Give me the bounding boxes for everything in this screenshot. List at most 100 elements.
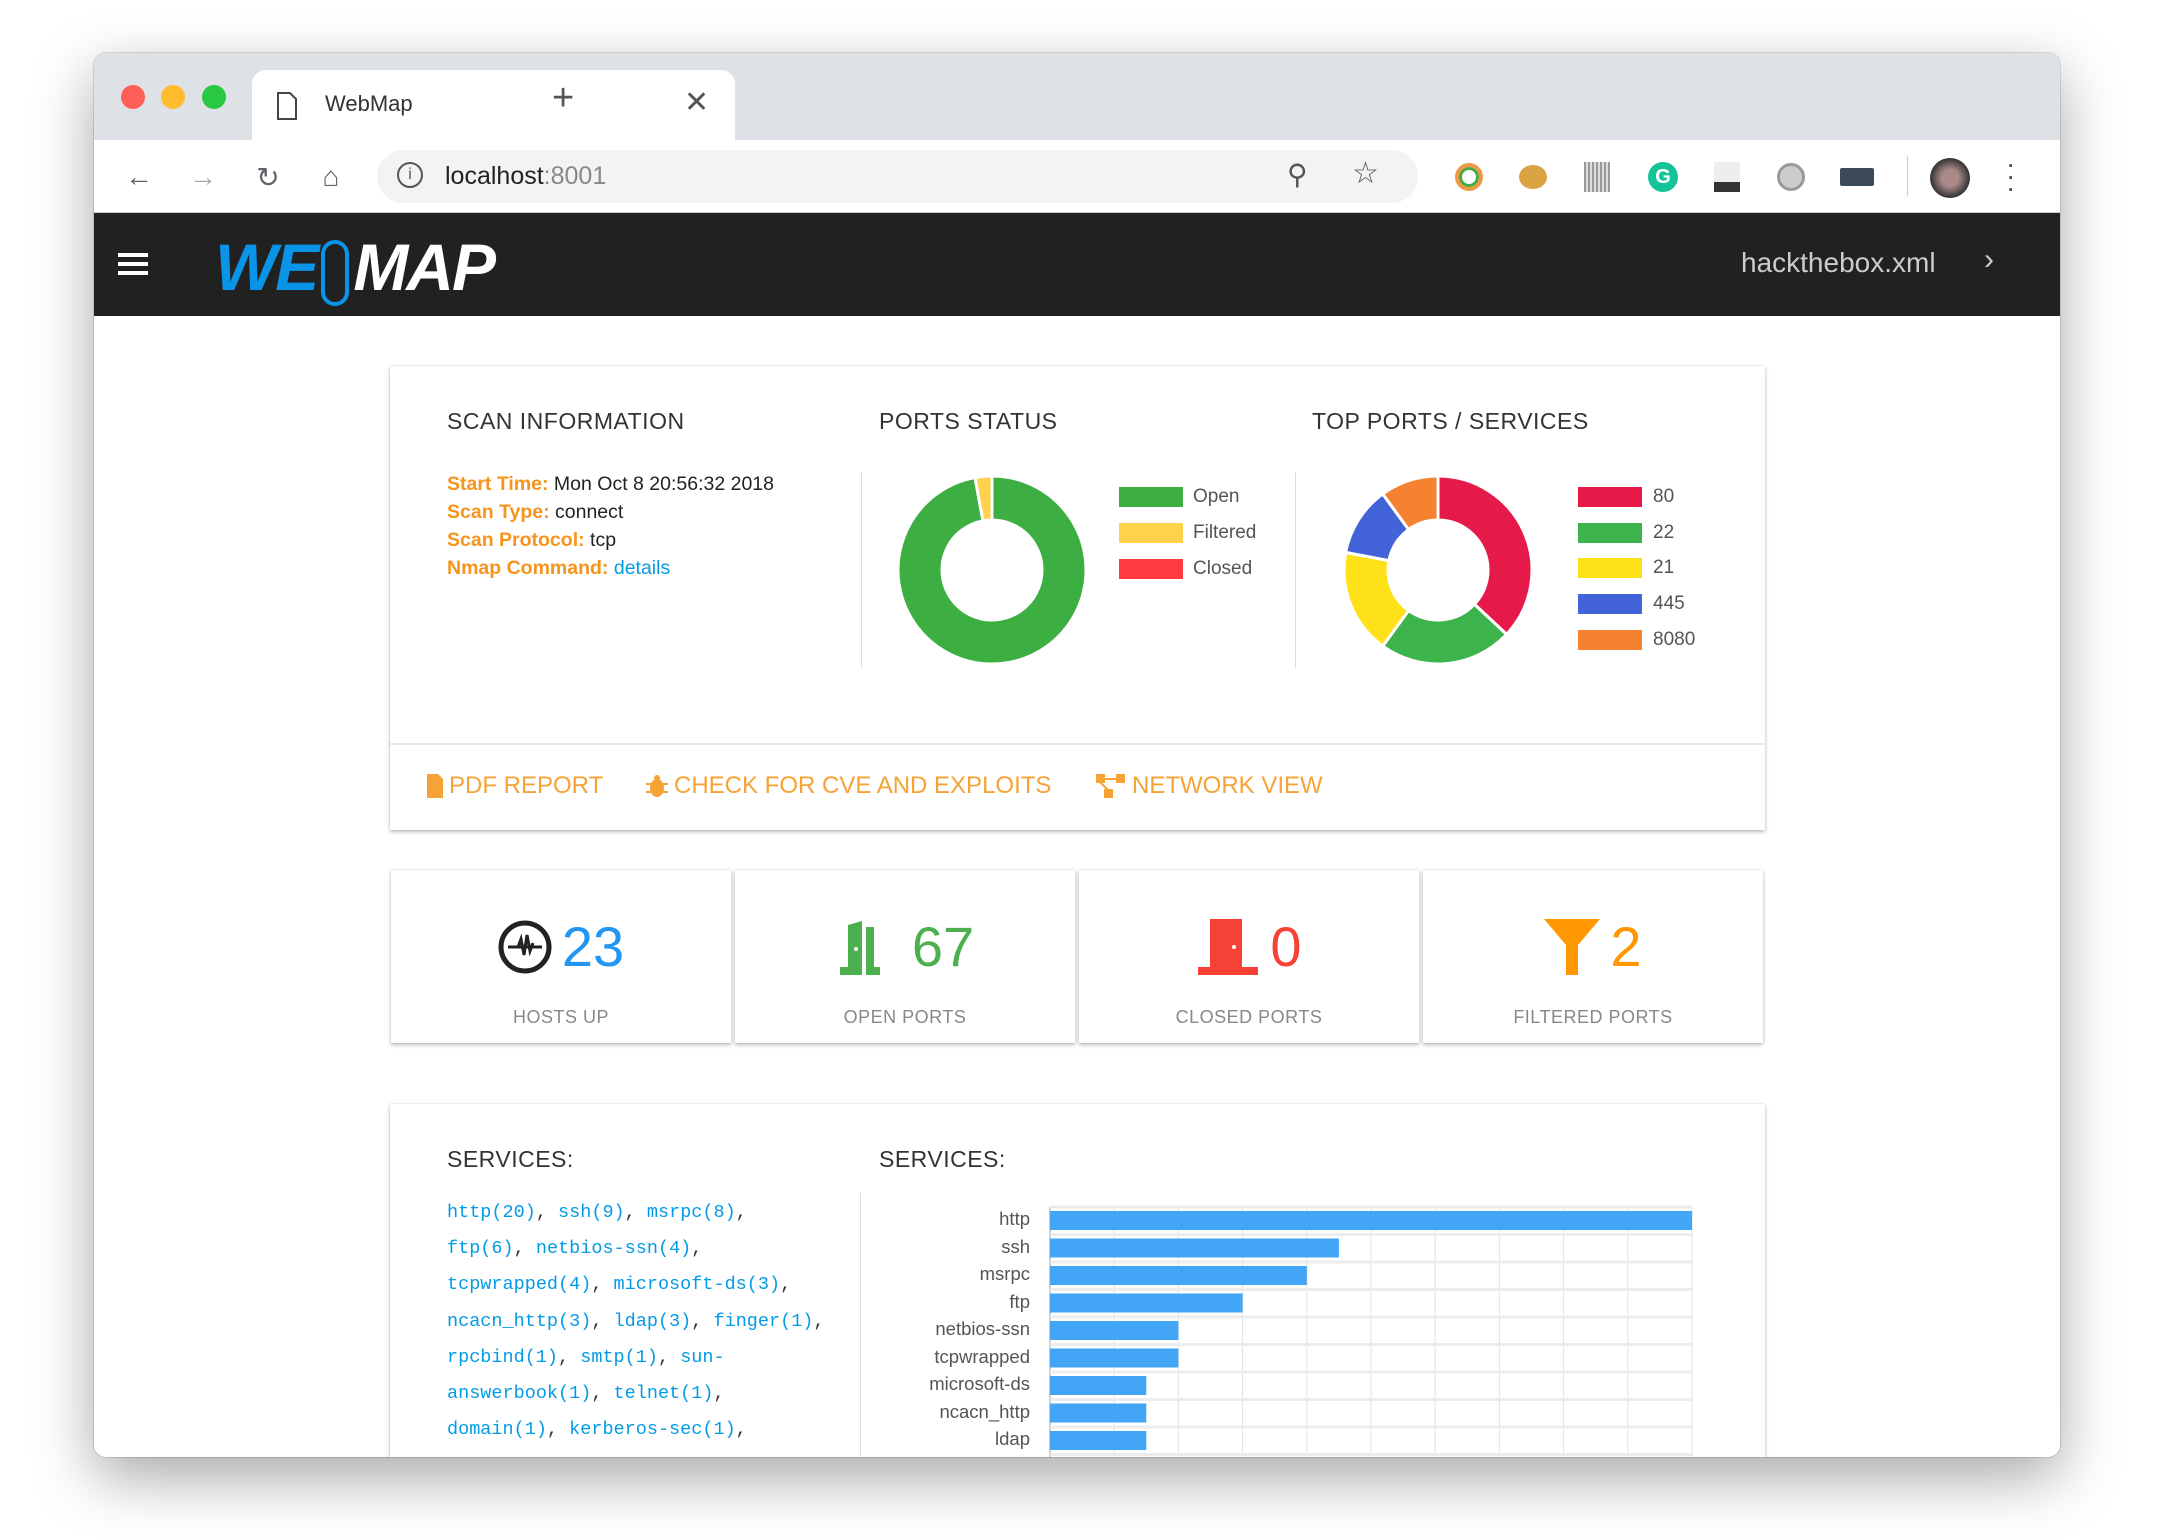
home-icon[interactable]: ⌂ [322, 161, 340, 192]
extension-icon-1[interactable] [1455, 163, 1483, 191]
service-link[interactable]: tcpwrapped(4) [447, 1274, 592, 1296]
check-cve-button[interactable]: CHECK FOR CVE AND EXPLOITS [646, 772, 1051, 800]
services-line: tcpwrapped(4), microsoft-ds(3), [447, 1274, 792, 1296]
start-time: Start Time: Mon Oct 8 20:56:32 2018 [447, 473, 774, 495]
divider [860, 1193, 861, 1457]
donut-slice-filtered[interactable] [973, 474, 994, 523]
bookmark-star-icon[interactable]: ☆ [1352, 157, 1379, 190]
open-ports-value: 67 [911, 915, 975, 978]
filtered-ports-card[interactable]: 2 FILTERED PORTS [1423, 870, 1763, 1043]
extension-icon-circle[interactable] [1777, 163, 1805, 191]
forward-icon[interactable]: → [189, 161, 217, 192]
services-line: ftp(6), netbios-ssn(4), [447, 1238, 703, 1260]
pdf-report-button[interactable]: PDF REPORT [427, 772, 603, 800]
service-link[interactable]: rpcbind(1) [447, 1346, 559, 1368]
bar-ssh[interactable] [1050, 1238, 1339, 1258]
service-link[interactable]: ldap(3) [613, 1310, 692, 1332]
donut-slice-open[interactable] [896, 474, 1088, 666]
mask-extension-icon[interactable] [1714, 162, 1740, 192]
bar-ldap[interactable] [1050, 1431, 1147, 1450]
top-ports-title: TOP PORTS / SERVICES [1312, 408, 1589, 434]
cookie-extension-icon[interactable] [1519, 165, 1547, 189]
maximize-window-button[interactable] [202, 85, 226, 109]
legend-label[interactable]: Open [1193, 486, 1240, 507]
browser-menu-icon[interactable]: · · · [2006, 148, 2016, 203]
service-link[interactable]: finger(1) [713, 1310, 814, 1332]
legend-swatch[interactable] [1119, 559, 1183, 579]
legend-label[interactable]: 21 [1653, 557, 1675, 579]
legend-label[interactable]: 22 [1653, 521, 1675, 543]
open-ports-card[interactable]: 67 OPEN PORTS [735, 870, 1075, 1043]
network-view-button[interactable]: NETWORK VIEW [1096, 772, 1323, 800]
minimize-window-button[interactable] [161, 85, 185, 109]
radar-icon [498, 920, 552, 973]
hosts-up-card[interactable]: 23 HOSTS UP [391, 870, 731, 1043]
back-icon[interactable]: ← [125, 161, 153, 192]
network-icon [1096, 774, 1125, 798]
donut-slice-80[interactable] [1436, 474, 1534, 637]
service-link[interactable]: kerberos-sec(1) [569, 1419, 736, 1441]
legend-swatch[interactable] [1578, 629, 1642, 650]
bar-netbios-ssn[interactable] [1050, 1321, 1179, 1340]
webmap-logo[interactable]: WE MAP [215, 230, 496, 306]
profile-avatar[interactable] [1930, 158, 1970, 198]
zoom-icon[interactable]: ⚲ [1287, 159, 1308, 190]
reload-icon[interactable]: ↻ [256, 161, 280, 193]
bar-http[interactable] [1050, 1211, 1692, 1230]
legend-label[interactable]: 80 [1653, 486, 1675, 507]
open-ports-label: OPEN PORTS [843, 1007, 967, 1027]
app-header: WE MAP hackthebox.xml › [94, 213, 2060, 316]
close-tab-icon[interactable]: ✕ [684, 86, 710, 119]
legend-swatch[interactable] [1578, 594, 1642, 615]
video-camera-icon[interactable] [1840, 168, 1874, 186]
service-link[interactable]: smtp(1) [580, 1346, 658, 1368]
address-bar[interactable]: i localhost:8001 ⚲ ☆ [377, 150, 1418, 203]
nmap-details-link[interactable]: details [613, 557, 671, 579]
bar-microsoft-ds[interactable] [1050, 1376, 1147, 1395]
bar-tcpwrapped[interactable] [1050, 1348, 1179, 1368]
tab-webmap[interactable]: WebMap ✕ [252, 70, 735, 140]
service-link[interactable]: netbios-ssn(4) [535, 1238, 692, 1260]
legend-swatch[interactable] [1119, 523, 1183, 543]
service-link[interactable]: ftp(6) [447, 1238, 514, 1260]
service-link[interactable]: domain(1) [447, 1419, 547, 1441]
new-tab-button[interactable]: + [552, 77, 575, 119]
legend-swatch[interactable] [1578, 522, 1642, 543]
closed-ports-label: CLOSED PORTS [1175, 1007, 1323, 1027]
chevron-right-icon[interactable]: › [1984, 243, 1994, 276]
bar-label: http [999, 1208, 1030, 1229]
divider [861, 472, 862, 668]
bar-label: ncacn_http [939, 1400, 1030, 1422]
legend-label[interactable]: Closed [1193, 558, 1253, 579]
service-link[interactable]: telnet(1) [613, 1383, 714, 1404]
service-link[interactable]: http(20) [447, 1202, 536, 1223]
service-link[interactable]: answerbook(1) [447, 1383, 592, 1404]
legend-label[interactable]: 445 [1653, 593, 1685, 615]
grammarly-icon[interactable]: G [1648, 162, 1678, 192]
top-ports-donut [1342, 474, 1534, 666]
legend-label[interactable]: 8080 [1653, 628, 1696, 650]
legend-swatch[interactable] [1578, 558, 1642, 579]
legend-label[interactable]: Filtered [1193, 522, 1257, 543]
hosts-up-label: HOSTS UP [512, 1007, 609, 1027]
scan-file-name[interactable]: hackthebox.xml [1741, 247, 1936, 278]
service-link[interactable]: msrpc(8) [646, 1202, 736, 1223]
service-link[interactable]: ssh(9) [558, 1202, 625, 1223]
service-link[interactable]: ncacn_http(3) [447, 1310, 592, 1332]
hamburger-menu-icon[interactable] [118, 253, 148, 275]
ports-status-title: PORTS STATUS [879, 408, 1058, 434]
service-link[interactable]: microsoft-ds(3) [613, 1274, 781, 1296]
bar-ncacn_http[interactable] [1050, 1403, 1147, 1423]
donut-slice-8080[interactable] [1380, 474, 1440, 532]
closed-ports-card[interactable]: 0 CLOSED PORTS [1079, 870, 1419, 1043]
bar-label: finger [830, 1456, 1030, 1458]
service-link[interactable]: sun- [680, 1346, 725, 1368]
bar-msrpc[interactable] [1050, 1266, 1307, 1285]
bar-ftp[interactable] [1050, 1293, 1243, 1313]
legend-swatch[interactable] [1578, 487, 1642, 507]
close-window-button[interactable] [121, 85, 145, 109]
barcode-extension-icon[interactable] [1584, 162, 1610, 192]
info-icon[interactable]: i [397, 162, 423, 188]
legend-swatch[interactable] [1119, 487, 1183, 507]
bug-icon [646, 775, 668, 797]
